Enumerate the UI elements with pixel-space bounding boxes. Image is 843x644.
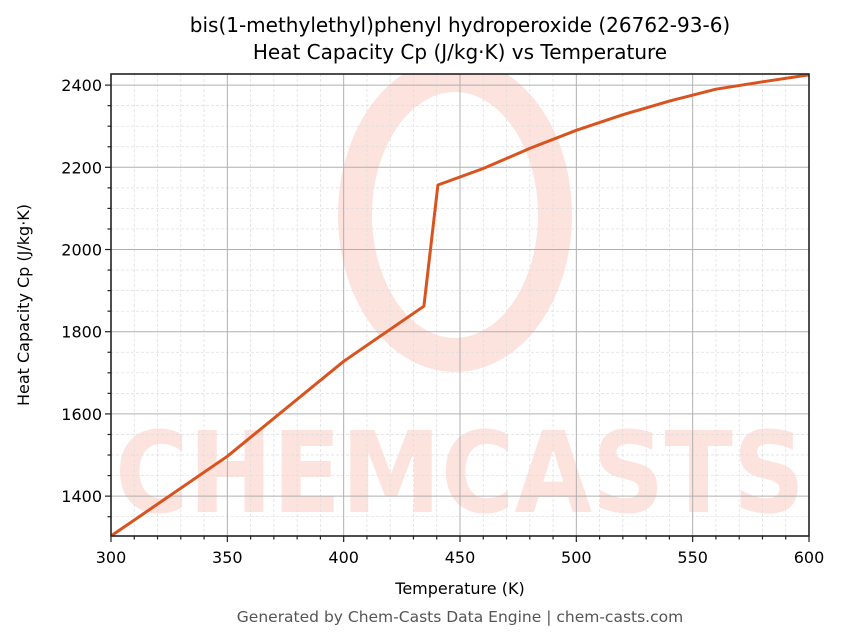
x-tick-label: 450: [445, 548, 476, 567]
y-tick-label: 2200: [61, 158, 102, 177]
chart-title-line2: Heat Capacity Cp (J/kg·K) vs Temperature: [252, 40, 668, 64]
x-tick-label: 350: [212, 548, 243, 567]
y-tick-label: 1800: [61, 323, 102, 342]
y-tick-label: 2400: [61, 76, 102, 95]
x-tick-label: 500: [561, 548, 592, 567]
x-tick-labels: 300 350 400 450 500 550 600: [96, 548, 825, 567]
y-tick-label: 1400: [61, 487, 102, 506]
data-line: [111, 74, 809, 536]
x-axis-label: Temperature (K): [394, 579, 524, 598]
x-tick-label: 400: [328, 548, 359, 567]
x-tick-label: 600: [794, 548, 825, 567]
y-tick-label: 2000: [61, 241, 102, 260]
axis-ticks: [105, 84, 810, 542]
chart-title-line1: bis(1-methylethyl)phenyl hydroperoxide (…: [189, 13, 731, 37]
x-tick-label: 550: [677, 548, 708, 567]
x-tick-label: 300: [96, 548, 127, 567]
y-tick-labels: 1400 1600 1800 2000 2200 2400: [61, 76, 102, 506]
footer-credit: Generated by Chem-Casts Data Engine | ch…: [236, 608, 684, 626]
y-axis-label: Heat Capacity Cp (J/kg·K): [14, 204, 33, 406]
y-tick-label: 1600: [61, 405, 102, 424]
series-line: [111, 74, 809, 536]
